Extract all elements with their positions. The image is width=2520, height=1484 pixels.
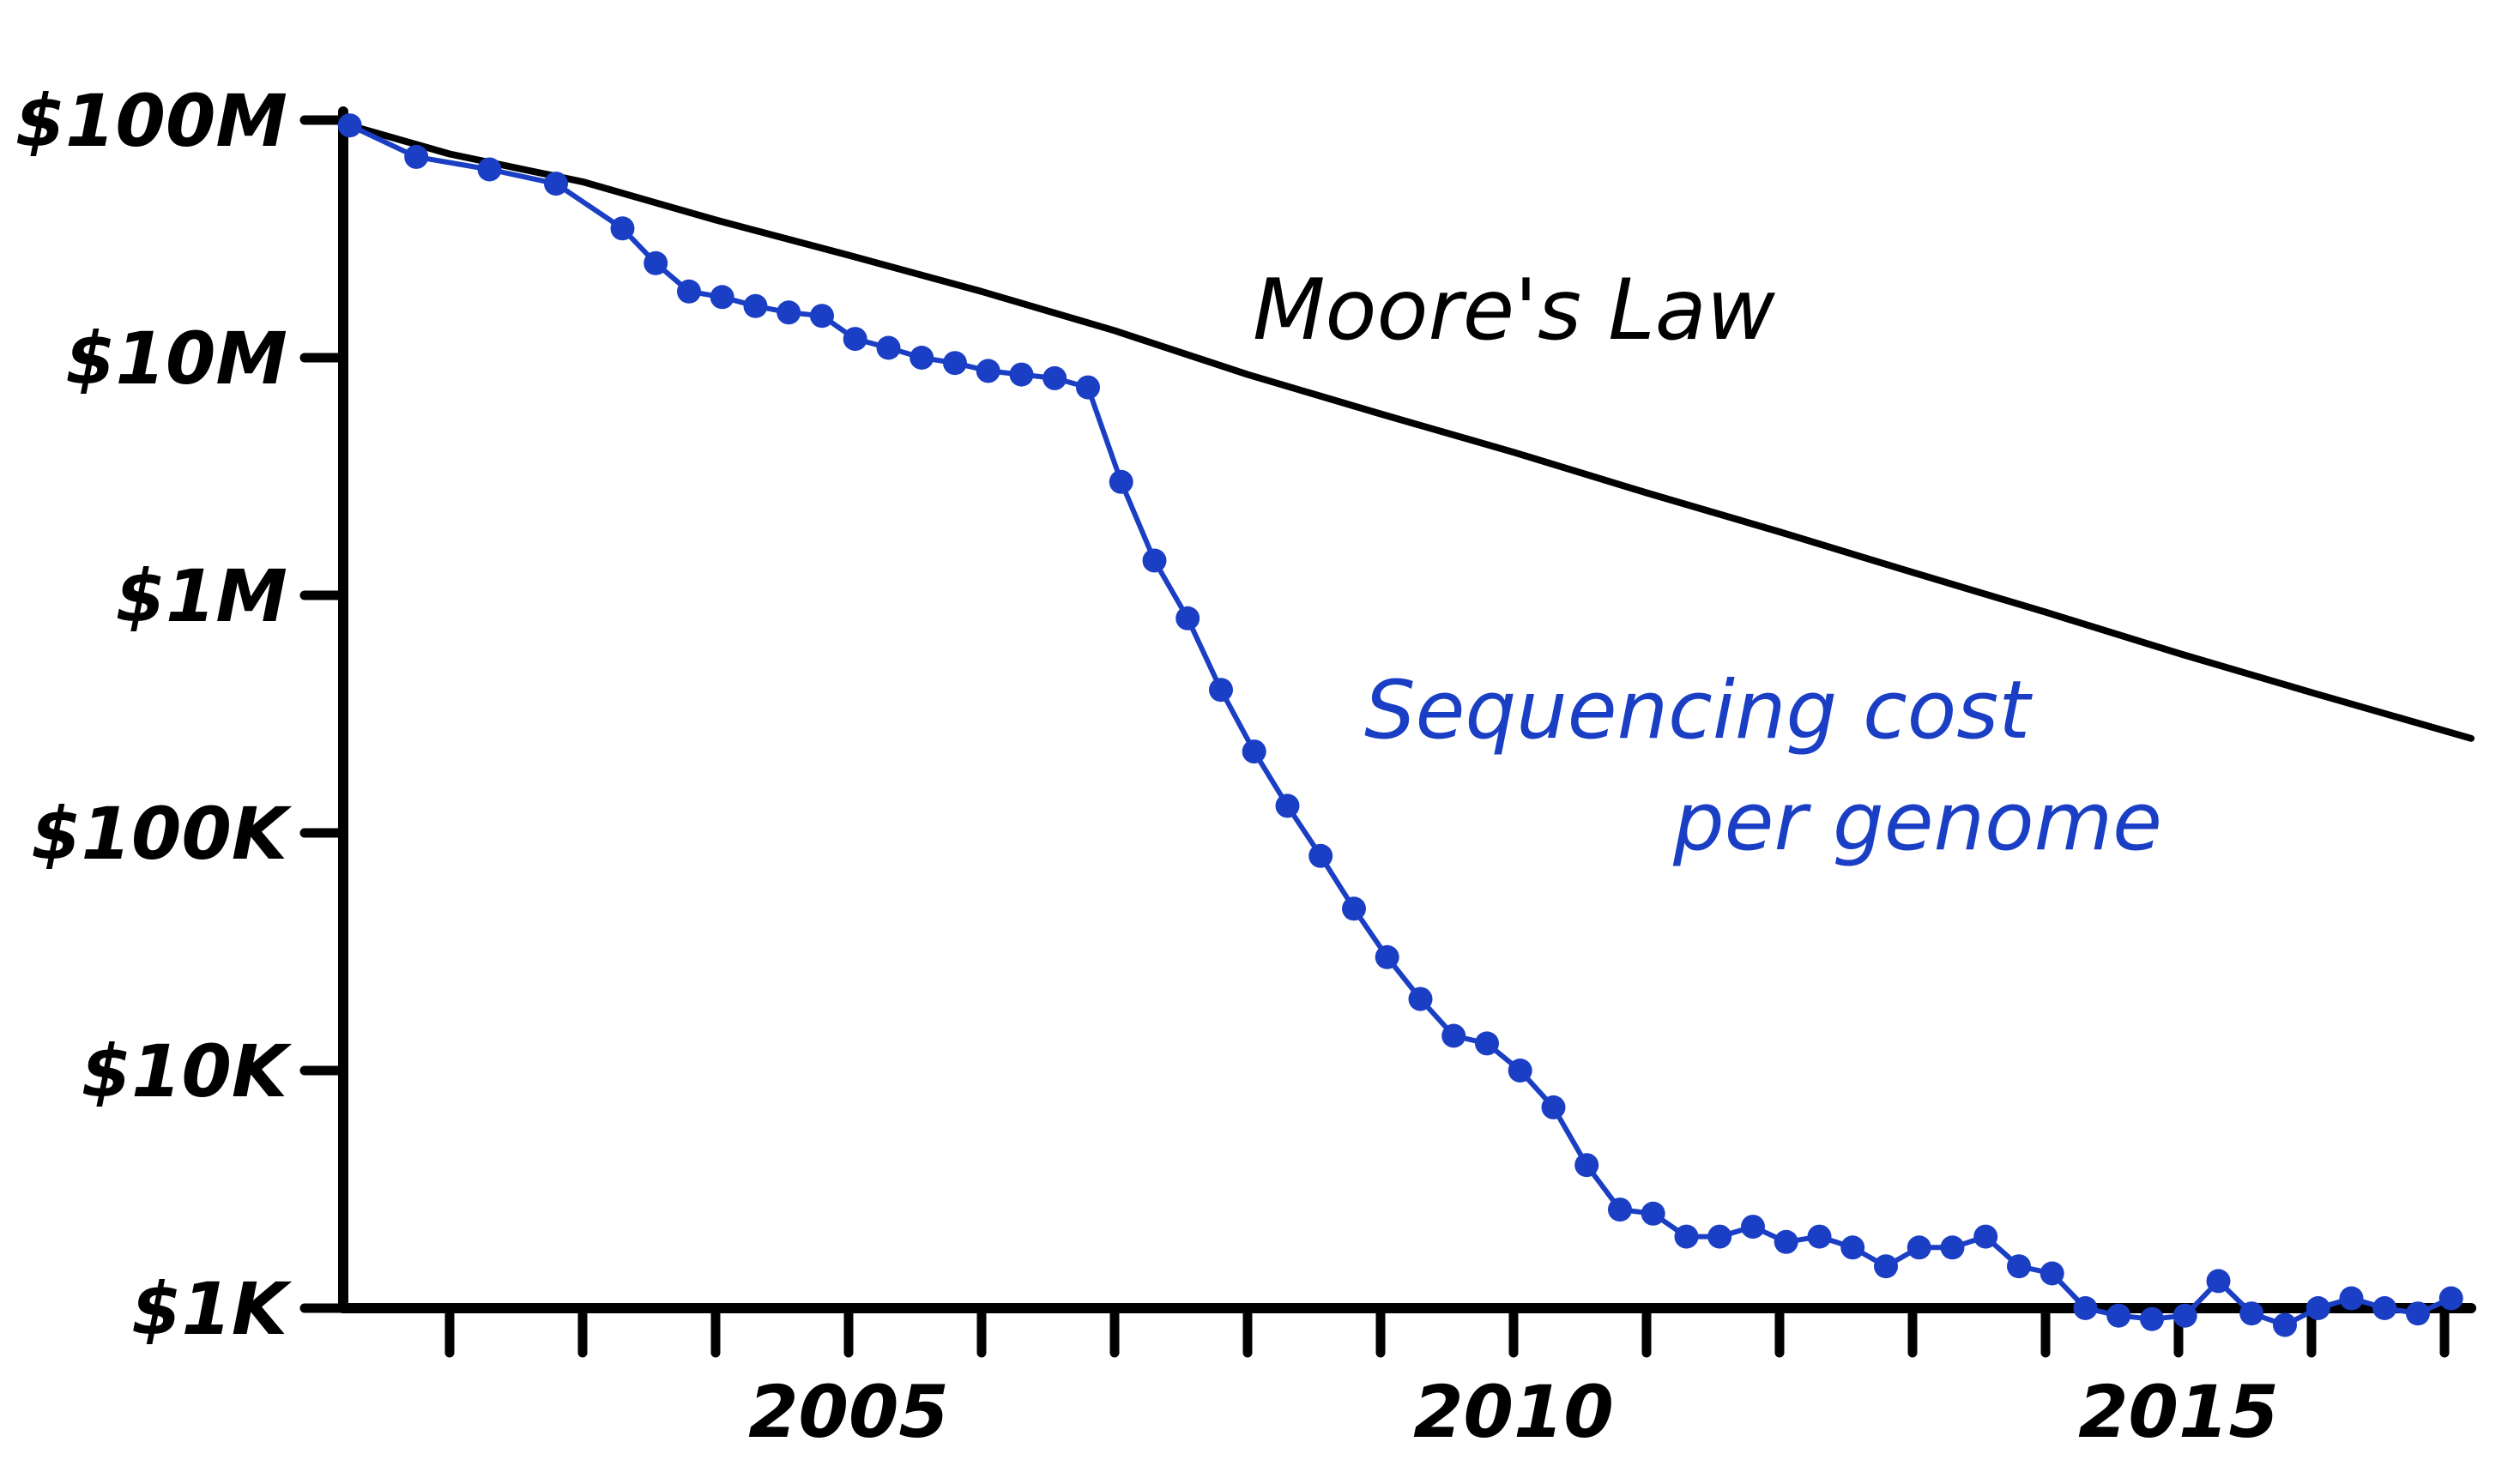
sequencing-cost-point [1741, 1215, 1765, 1240]
sequencing-cost-label-line1: Sequencing cost [1364, 664, 2033, 757]
sequencing-cost-point [1541, 1095, 1566, 1119]
sequencing-cost-point [1242, 739, 1266, 764]
sequencing-cost-point [544, 172, 568, 196]
sequencing-cost-point [1973, 1224, 1998, 1249]
sequencing-cost-point [976, 359, 1000, 383]
sequencing-cost-point [2206, 1269, 2231, 1294]
sequencing-cost-point [1475, 1031, 1499, 1056]
sequencing-cost-point [2438, 1286, 2463, 1311]
sequencing-cost-point [1907, 1235, 1931, 1260]
x-axis-ticks: 2005 2010 2015 [444, 1303, 2450, 1454]
sequencing-cost-label-line2: per genome [1672, 775, 2162, 869]
sequencing-cost-point [1674, 1224, 1699, 1249]
moores-law-label: Moore's Law [1253, 262, 1776, 359]
sequencing-cost-point [1175, 606, 1200, 630]
sequencing-cost-point [2406, 1301, 2430, 1326]
sequencing-cost-point [1042, 365, 1067, 390]
sequencing-cost-point [943, 351, 967, 376]
y-tick-label: $100K [31, 792, 293, 876]
y-tick-label: $10M [65, 317, 287, 401]
sequencing-cost-point [843, 327, 867, 352]
sequencing-cost-point [2372, 1296, 2397, 1320]
sequencing-cost-point [1940, 1235, 1965, 1260]
sequencing-cost-point [1308, 843, 1333, 868]
sequencing-cost-point [1109, 469, 1133, 494]
y-tick-label: $1M [116, 554, 287, 638]
sequencing-cost-point [2140, 1306, 2164, 1331]
y-tick-label: $10K [82, 1029, 293, 1113]
sequencing-cost-point [909, 346, 934, 370]
x-tick-label: 2010 [1413, 1370, 1614, 1454]
sequencing-cost-point [677, 279, 701, 304]
sequencing-cost-point [1142, 548, 1167, 573]
sequencing-cost-point [876, 335, 901, 360]
sequencing-cost-point [1807, 1224, 1832, 1249]
x-tick-label: 2015 [2078, 1370, 2279, 1454]
sequencing-cost-point [1574, 1153, 1599, 1178]
sequencing-cost-point [1375, 944, 1399, 969]
y-axis-ticks: $100M $10M $1M $100K $10K $1K [15, 79, 348, 1351]
sequencing-cost-point [2239, 1301, 2264, 1326]
moores-law-line [346, 122, 2475, 742]
sequencing-cost-point [1209, 678, 1233, 703]
sequencing-cost-point [1707, 1224, 1732, 1249]
x-tick-label: 2005 [748, 1370, 949, 1454]
sequencing-cost-point [1608, 1197, 1632, 1222]
sequencing-cost-point [404, 144, 429, 169]
sequencing-cost-point [2339, 1286, 2364, 1311]
sequencing-cost-point [1342, 896, 1366, 921]
sequencing-cost-point [644, 250, 668, 275]
sequencing-cost-point [1441, 1023, 1466, 1048]
sequencing-cost-point [610, 216, 635, 241]
sequencing-cost-point [1641, 1201, 1665, 1226]
sequencing-cost-point [2305, 1296, 2330, 1320]
sequencing-cost-point [1275, 793, 1300, 818]
sequencing-cost-point [2007, 1254, 2031, 1279]
sequencing-cost-point [2106, 1303, 2131, 1328]
sequencing-cost-point [1774, 1229, 1798, 1254]
sequencing-cost-point [1408, 986, 1433, 1011]
sequencing-cost-point [710, 285, 734, 310]
sequencing-cost-point [2040, 1261, 2064, 1286]
sequencing-cost-point [2273, 1312, 2297, 1337]
sequencing-cost-point [477, 157, 502, 182]
sequencing-cost-point [777, 300, 801, 325]
y-tick-label: $100M [15, 79, 287, 163]
sequencing-cost-point [1508, 1059, 1532, 1083]
sequencing-cost-point [1874, 1254, 1898, 1279]
sequencing-cost-point [1009, 362, 1034, 387]
sequencing-cost-point [337, 113, 362, 138]
sequencing-cost-point [743, 293, 768, 318]
sequencing-cost-point [2073, 1296, 2098, 1320]
sequencing-cost-point [810, 304, 834, 329]
y-tick-label: $1K [131, 1267, 293, 1351]
sequencing-cost-point [1840, 1235, 1865, 1260]
sequencing-cost-point [2173, 1303, 2197, 1328]
series-layer [337, 113, 2475, 1337]
sequencing-cost-point [1076, 375, 1100, 400]
